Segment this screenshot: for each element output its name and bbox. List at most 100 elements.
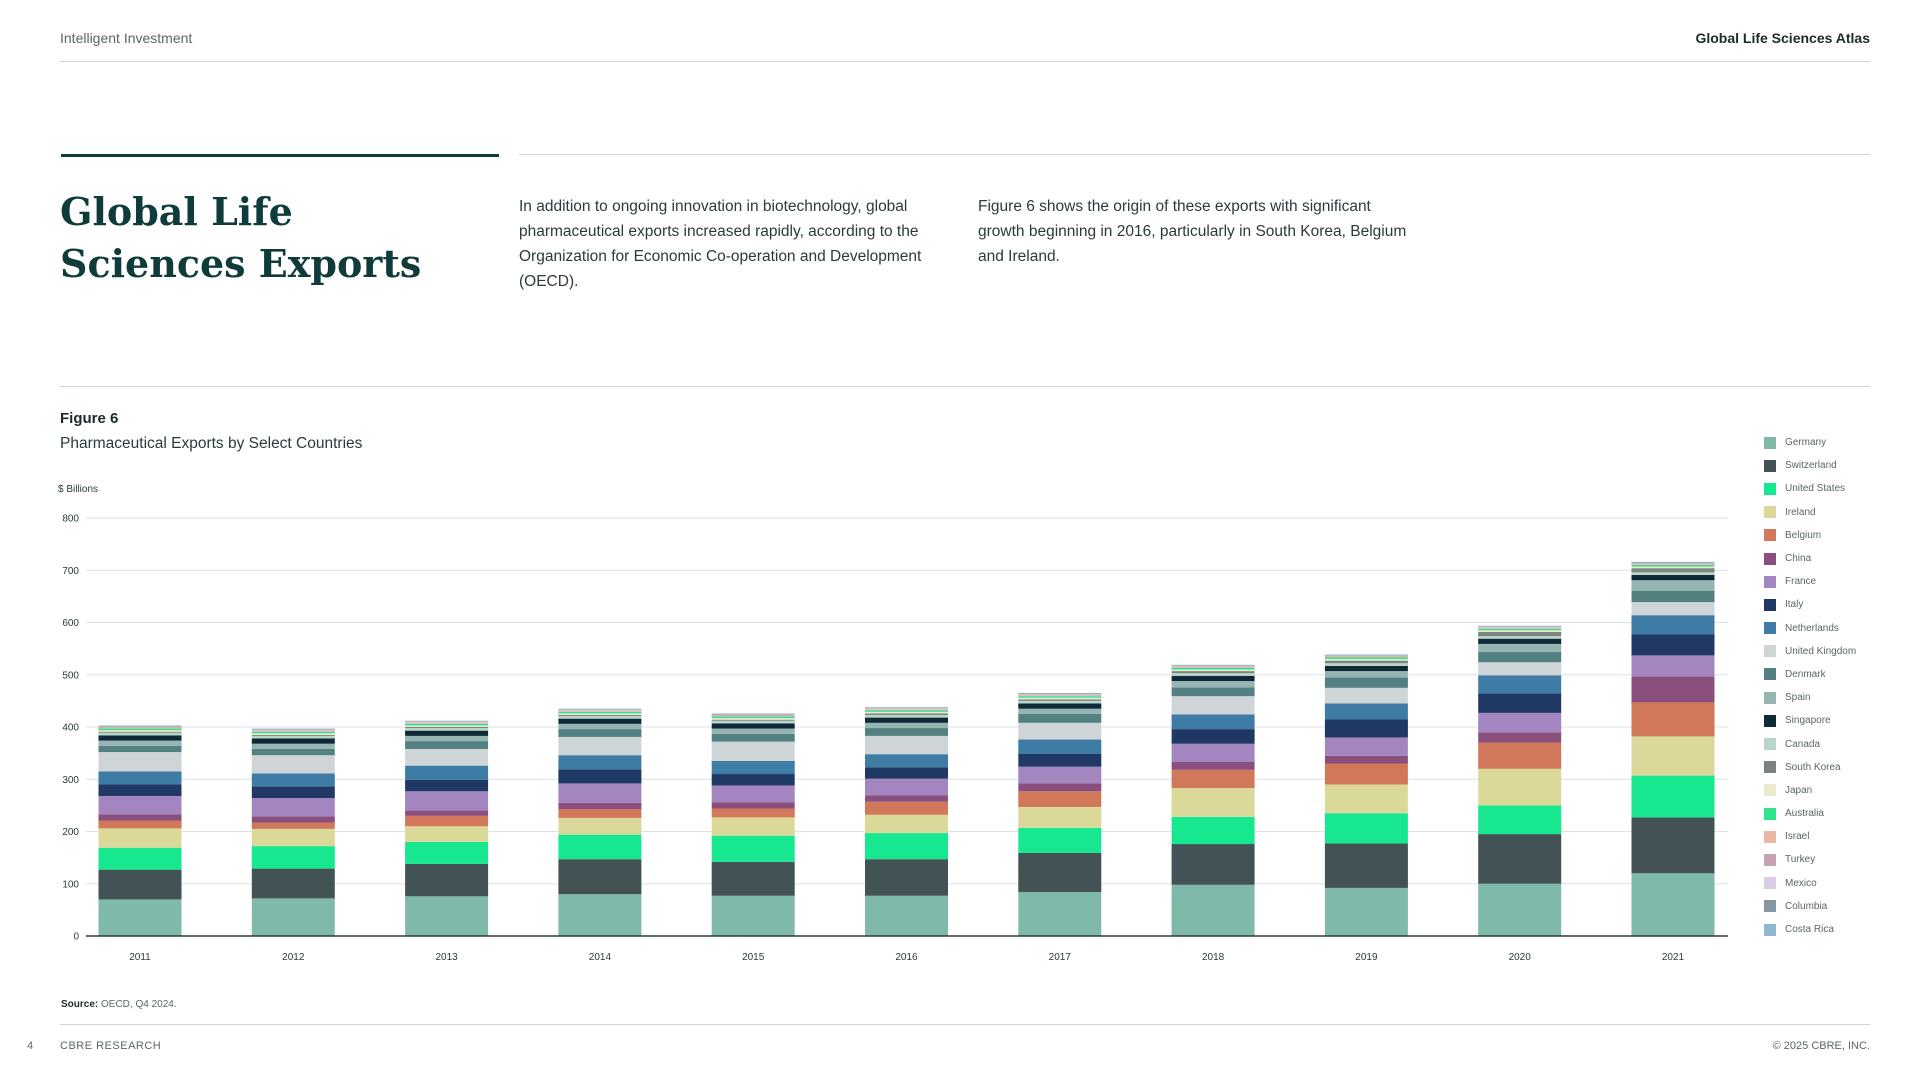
legend-swatch [1764,668,1776,681]
bar-segment-japan [251,733,335,735]
bar-segment-italy [1171,729,1255,744]
bar-segment-united-states [865,833,948,860]
bar-segment-denmark [1478,651,1562,663]
bar-segment-australia [98,728,182,731]
legend-label: Netherlands [1785,622,1839,634]
bar-segment-canada [1478,636,1562,639]
bar-segment-spain [1018,708,1102,714]
bar-segment-canada [1324,663,1408,666]
legend-label: Japan [1785,784,1813,796]
legend-label: Spain [1785,692,1811,704]
bar-segment-turkey [1171,666,1255,667]
bar-segment-china [711,802,795,809]
bar-segment-spain [1171,681,1255,688]
y-tick-label: 0 [73,932,79,943]
bar-segment-united-states [1324,813,1408,844]
bar-segment-israel [1478,627,1562,629]
bar-segment-singapore [251,738,335,744]
bar-segment-columbia [1478,626,1562,627]
bar-segment-belgium [1324,763,1408,785]
legend-item: United Kingdom [1764,640,1856,663]
legend-item: Japan [1764,779,1856,802]
legend-item: United States [1764,477,1856,500]
bar-segment-united-kingdom [1478,662,1562,676]
legend-swatch [1764,691,1776,704]
bar-segment-united-states [711,835,795,862]
bar-segment-belgium [865,801,948,815]
source-label: Source: [61,999,99,1010]
legend-item: Denmark [1764,663,1856,686]
bar-segment-mexico [1324,655,1408,656]
x-tick-label: 2019 [1355,952,1378,963]
bar-segment-switzerland [1631,817,1715,874]
bar-segment-israel [251,730,335,732]
bar-segment-switzerland [1324,843,1408,888]
copyright: © 2025 CBRE, INC. [1772,1040,1870,1052]
bar-segment-france [1478,712,1562,733]
legend-label: United States [1785,483,1846,495]
x-tick-label: 2020 [1509,952,1532,963]
legend-swatch [1764,923,1776,936]
x-tick-label: 2017 [1049,952,1072,963]
y-tick-label: 800 [62,514,79,525]
bar-segment-denmark [865,728,948,736]
footer-org: CBRE RESEARCH [60,1040,162,1052]
legend-item: Australia [1764,802,1856,825]
bar-segment-columbia [405,721,489,722]
bar-segment-australia [251,731,335,734]
stacked-bar-chart: 0 100 200 300 400 500 600 700 800 2011 2012 2013 201… [62,514,1728,963]
bar-segment-australia [711,716,795,719]
legend-swatch [1764,552,1776,565]
bar-segment-china [1478,732,1562,743]
legend-item: Italy [1764,593,1856,616]
bar-segment-france [1631,655,1715,677]
bar-segment-costa-rica [558,708,642,710]
legend-label: United Kingdom [1785,645,1857,657]
bar-segment-germany [1171,884,1255,936]
legend-label: Singapore [1785,715,1831,727]
bar-segment-italy [865,767,948,779]
legend-item: South Korea [1764,756,1856,779]
bar-segment-france [1324,737,1408,756]
bar-segment-belgium [1478,742,1562,769]
bar-segment-canada [558,716,642,719]
bar-segment-south-korea [405,727,489,729]
x-tick-label: 2018 [1202,952,1225,963]
bar-segment-switzerland [558,859,642,895]
legend-swatch [1764,529,1776,542]
bar-segment-germany [558,894,642,936]
bar-segment-singapore [558,718,642,724]
legend-item: Belgium [1764,524,1856,547]
bar-segment-costa-rica [1478,625,1562,627]
bar-segment-united-states [1171,816,1255,845]
bar-segment-spain [558,723,642,730]
bar-segment-netherlands [711,760,795,775]
legend-label: Switzerland [1785,460,1837,472]
bar-segment-italy [1324,719,1408,738]
bar-segment-denmark [1631,590,1715,603]
bar-segment-italy [251,786,335,799]
legend-label: Israel [1785,831,1810,843]
legend-label: Italy [1785,599,1804,611]
bar-segment-canada [251,735,335,739]
legend-label: Costa Rica [1785,924,1834,936]
bar-segment-italy [711,774,795,786]
bar-segment-south-korea [865,713,948,715]
bar-segment-germany [711,895,795,936]
x-tick-label: 2012 [282,952,305,963]
bar-segment-israel [558,710,642,712]
bar-segment-china [1631,676,1715,703]
bar-segment-spain [1478,643,1562,652]
bar-segment-costa-rica [1324,654,1408,655]
legend-item: Singapore [1764,709,1856,732]
brand-label: Intelligent Investment [60,30,193,46]
x-tick-label: 2013 [435,952,458,963]
legend-swatch [1764,575,1776,588]
bar-segment-turkey [251,730,335,731]
legend-swatch [1764,459,1776,472]
bar-segment-mexico [711,714,795,715]
bar-segment-switzerland [1018,852,1102,893]
bar-segment-italy [98,784,182,796]
bar-segment-netherlands [1018,739,1102,754]
bar-segment-ireland [405,826,489,842]
